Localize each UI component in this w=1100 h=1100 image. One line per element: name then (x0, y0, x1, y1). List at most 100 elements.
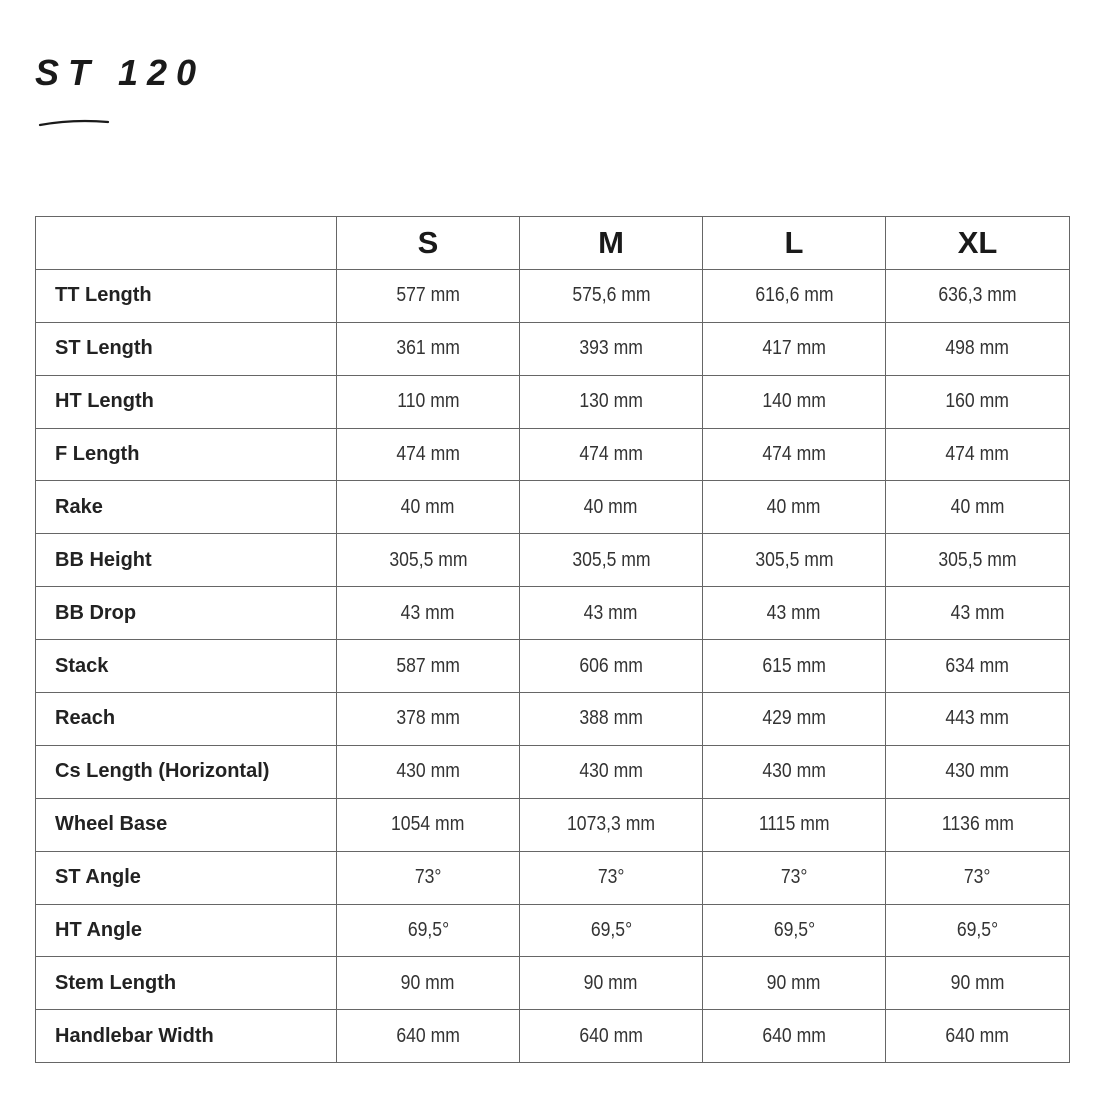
value-cell: 305,5 mm (336, 533, 520, 588)
value-text: 1073,3 mm (566, 813, 656, 836)
value-cell: 73° (702, 850, 886, 905)
value-text: 130 mm (579, 390, 643, 413)
value-text: 430 mm (579, 760, 643, 783)
row-label: F Length (35, 427, 337, 482)
table-row: HT Angle 69,5° 69,5° 69,5° 69,5° (35, 903, 1070, 958)
size-header-xl: XL (885, 216, 1070, 270)
table-row: HT Length 110 mm 130 mm 140 mm 160 mm (35, 374, 1070, 429)
value-text: 73° (597, 866, 625, 889)
value-text: 577 mm (396, 284, 460, 307)
value-cell: 43 mm (519, 586, 703, 641)
value-cell: 69,5° (702, 903, 886, 958)
value-text: 634 mm (945, 654, 1010, 677)
value-cell: 90 mm (336, 956, 520, 1011)
row-label: Cs Length (Horizontal) (35, 744, 337, 799)
value-cell: 43 mm (702, 586, 886, 641)
value-cell: 474 mm (702, 427, 886, 482)
table-row: Wheel Base 1054 mm 1073,3 mm 1115 mm 1136 mm (35, 797, 1070, 852)
value-text: 305,5 mm (754, 548, 834, 571)
value-cell: 110 mm (336, 374, 520, 429)
row-label: Stem Length (35, 956, 337, 1011)
value-text: 69,5° (956, 919, 999, 942)
value-cell: 430 mm (702, 744, 886, 799)
value-cell: 430 mm (519, 744, 703, 799)
value-text: 140 mm (762, 390, 826, 413)
table-row: TT Length 577 mm 575,6 mm 616,6 mm 636,3 mm (35, 268, 1070, 323)
table-row: BB Drop 43 mm 43 mm 43 mm 43 mm (35, 586, 1070, 641)
value-cell: 90 mm (702, 956, 886, 1011)
value-cell: 130 mm (519, 374, 703, 429)
table-row: Handlebar Width 640 mm 640 mm 640 mm 640 mm (35, 1009, 1070, 1064)
value-text: 43 mm (767, 601, 821, 624)
table-header-row: S M L XL (35, 216, 1070, 270)
value-text: 474 mm (579, 443, 643, 465)
value-text: 1054 mm (391, 813, 465, 836)
value-text: 640 mm (579, 1024, 643, 1047)
header-empty-cell (35, 216, 337, 270)
value-cell: 606 mm (519, 639, 703, 694)
value-cell: 615 mm (702, 639, 886, 694)
value-text: 640 mm (762, 1024, 826, 1047)
row-label: Rake (35, 480, 337, 535)
value-cell: 640 mm (336, 1009, 520, 1064)
value-text: 430 mm (945, 760, 1010, 783)
value-text: 69,5° (590, 919, 632, 942)
value-cell: 577 mm (336, 268, 520, 323)
value-text: 474 mm (396, 443, 460, 465)
value-text: 417 mm (762, 337, 826, 360)
table-row: Cs Length (Horizontal) 430 mm 430 mm 430 mm… (35, 744, 1070, 799)
table-row: ST Angle 73° 73° 73° 73° (35, 850, 1070, 905)
value-cell: 616,6 mm (702, 268, 886, 323)
value-text: 429 mm (762, 707, 826, 730)
value-text: 498 mm (945, 337, 1010, 360)
value-cell: 140 mm (702, 374, 886, 429)
value-text: 305,5 mm (938, 548, 1017, 571)
table-row: ST Length 361 mm 393 mm 417 mm 498 mm (35, 321, 1070, 376)
value-text: 616,6 mm (754, 284, 834, 307)
value-cell: 69,5° (336, 903, 520, 958)
value-text: 43 mm (401, 601, 455, 624)
value-cell: 474 mm (885, 427, 1070, 482)
value-cell: 393 mm (519, 321, 703, 376)
value-text: 575,6 mm (571, 284, 651, 307)
value-cell: 640 mm (885, 1009, 1070, 1064)
value-cell: 73° (885, 850, 1070, 905)
value-text: 160 mm (945, 390, 1010, 413)
value-cell: 43 mm (885, 586, 1070, 641)
value-cell: 305,5 mm (702, 533, 886, 588)
page-title: ST 120 (35, 52, 206, 93)
row-label: TT Length (35, 268, 337, 323)
value-cell: 587 mm (336, 639, 520, 694)
value-cell: 430 mm (885, 744, 1070, 799)
value-cell: 40 mm (336, 480, 520, 535)
value-cell: 69,5° (885, 903, 1070, 958)
size-header-l: L (702, 216, 886, 270)
value-cell: 575,6 mm (519, 268, 703, 323)
value-cell: 474 mm (336, 427, 520, 482)
value-text: 73° (964, 866, 991, 889)
table-row: F Length 474 mm 474 mm 474 mm 474 mm (35, 427, 1070, 482)
value-text: 90 mm (950, 971, 1005, 994)
value-cell: 378 mm (336, 692, 520, 746)
value-text: 1136 mm (941, 813, 1014, 836)
value-text: 110 mm (396, 390, 460, 413)
value-cell: 430 mm (336, 744, 520, 799)
row-label: ST Length (35, 321, 337, 376)
value-cell: 498 mm (885, 321, 1070, 376)
value-cell: 1054 mm (336, 797, 520, 852)
value-cell: 43 mm (336, 586, 520, 641)
value-text: 90 mm (767, 971, 821, 994)
value-text: 40 mm (401, 495, 455, 518)
value-text: 40 mm (950, 495, 1005, 518)
table-row: Stack 587 mm 606 mm 615 mm 634 mm (35, 639, 1070, 694)
row-label: Handlebar Width (35, 1009, 337, 1064)
value-cell: 73° (336, 850, 520, 905)
value-text: 430 mm (396, 760, 460, 783)
value-text: 474 mm (762, 443, 826, 465)
value-cell: 474 mm (519, 427, 703, 482)
value-cell: 429 mm (702, 692, 886, 746)
row-label: HT Angle (35, 903, 337, 958)
value-text: 587 mm (396, 654, 460, 677)
value-text: 40 mm (767, 495, 821, 518)
value-text: 305,5 mm (571, 548, 651, 571)
